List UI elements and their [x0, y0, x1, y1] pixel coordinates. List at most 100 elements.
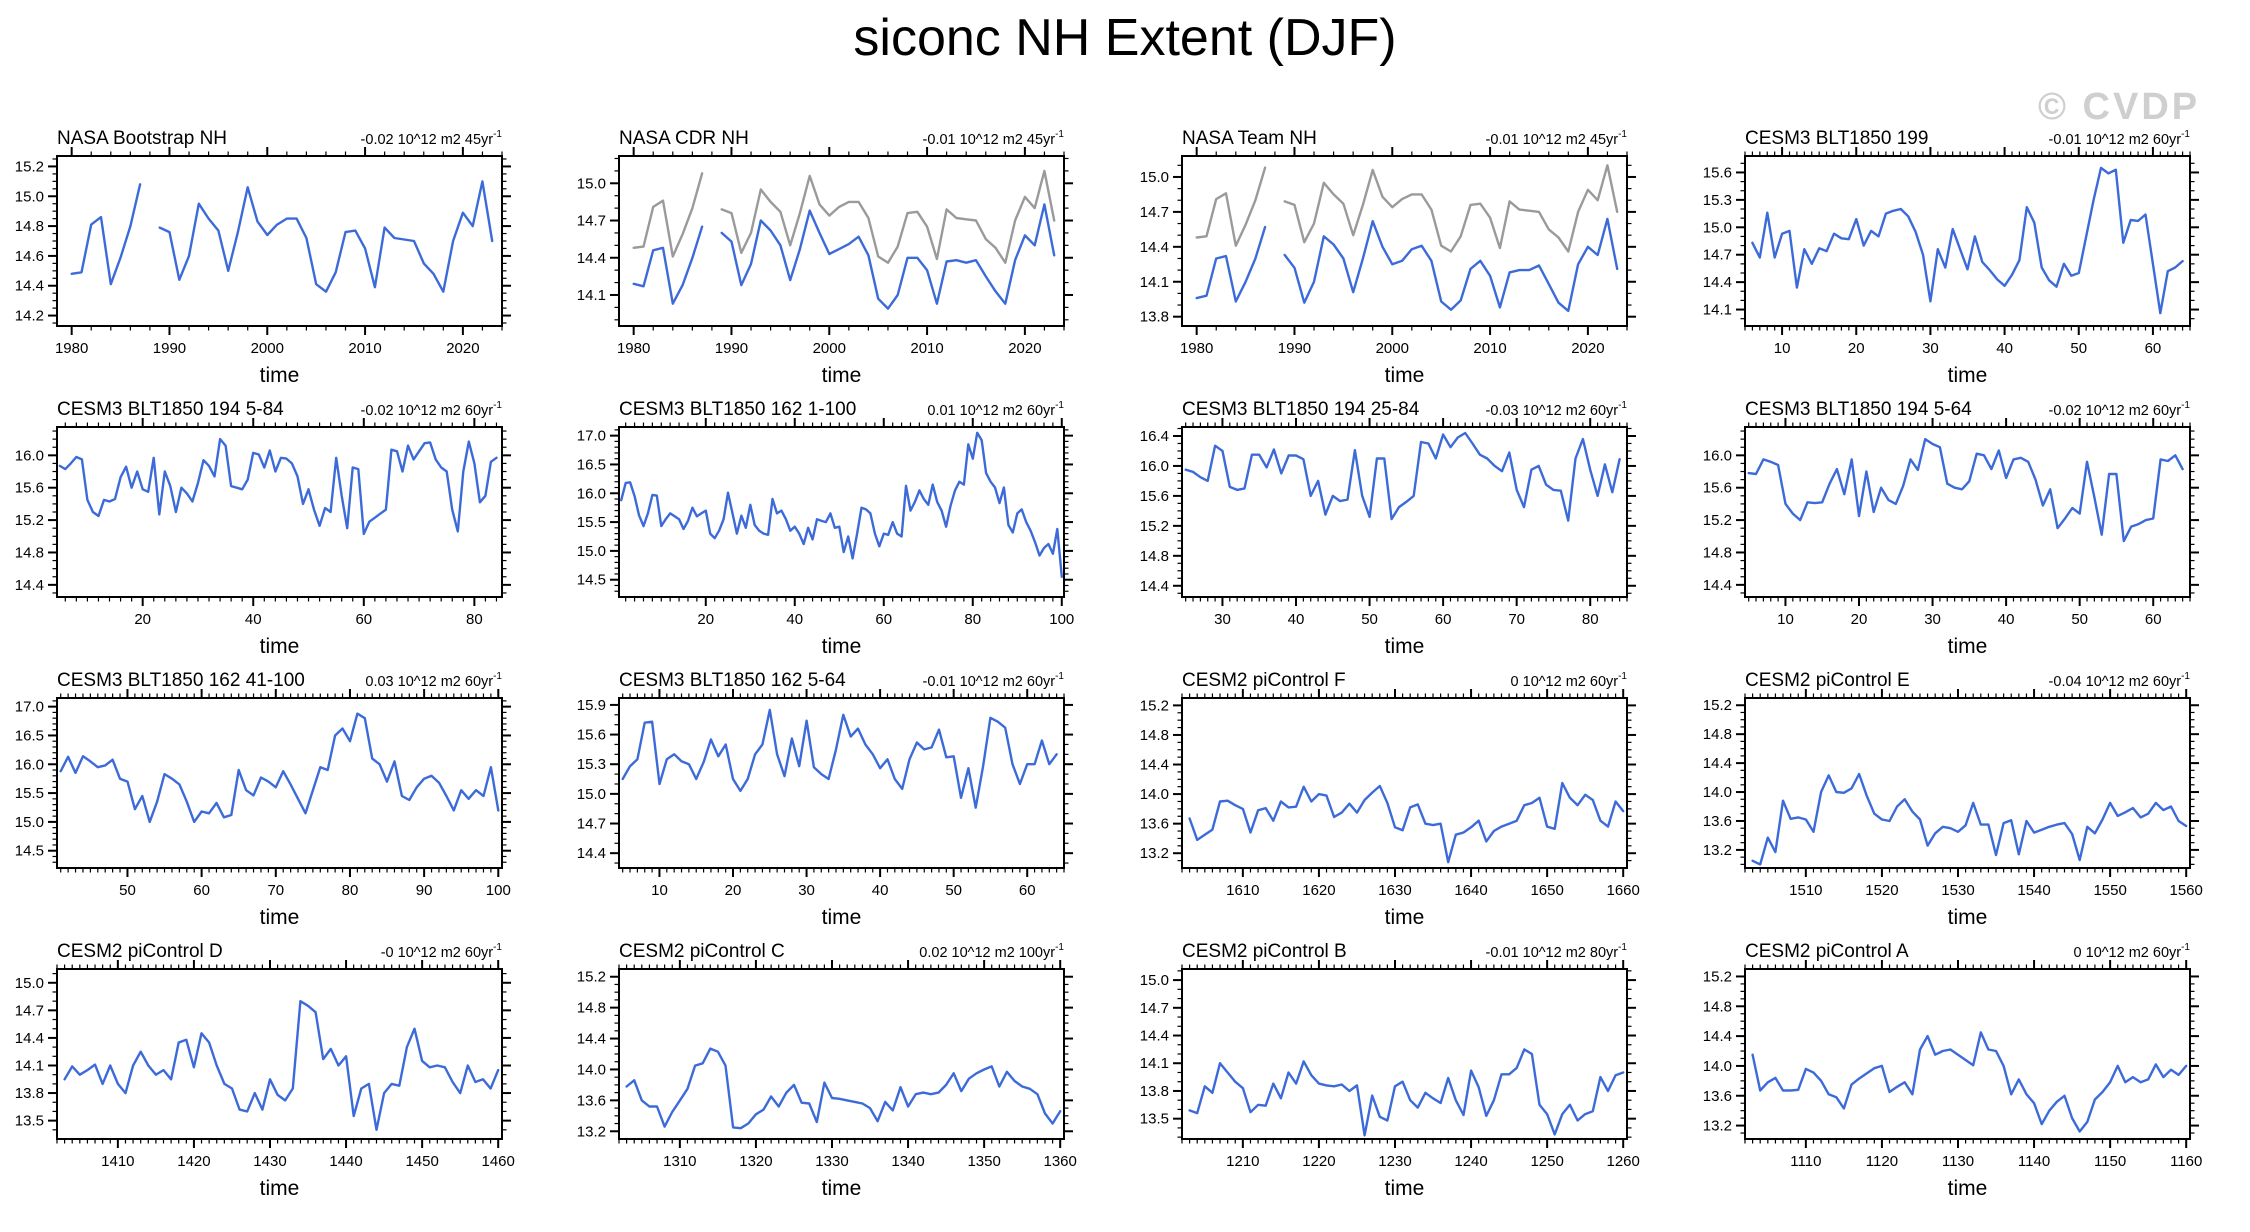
svg-text:30: 30	[1922, 340, 1939, 357]
series-nasa-cdr-nh	[632, 203, 1056, 310]
plot-frame	[56, 155, 503, 327]
svg-text:14.4: 14.4	[1140, 578, 1169, 595]
svg-text:14.8: 14.8	[1140, 548, 1169, 565]
svg-text:1440: 1440	[329, 1153, 362, 1170]
x-axis-label: time	[1385, 906, 1425, 929]
x-axis-label: time	[822, 635, 862, 658]
trend-label: -0.02 10^12 m2 60yr-1	[361, 400, 503, 419]
panel-cesm3-blt1850-162-41-100: CESM3 BLT1850 162 41-100 0.03 10^12 m2 60…	[15, 670, 511, 929]
svg-text:15.3: 15.3	[577, 756, 606, 773]
x-axis-label: time	[1948, 635, 1988, 658]
x-axis-label: time	[822, 1177, 862, 1200]
axis-ticks	[1736, 147, 2199, 335]
svg-text:15.0: 15.0	[15, 814, 44, 831]
svg-text:50: 50	[945, 882, 962, 899]
panel-title: CESM3 BLT1850 199	[1745, 128, 1928, 149]
svg-text:40: 40	[872, 882, 889, 899]
svg-text:1560: 1560	[2170, 882, 2203, 899]
panel-cesm3-blt1850-194-25-84: CESM3 BLT1850 194 25-84 -0.03 10^12 m2 60…	[1140, 399, 1636, 658]
svg-text:1640: 1640	[1454, 882, 1487, 899]
svg-text:14.7: 14.7	[577, 816, 606, 833]
svg-text:16.0: 16.0	[1140, 458, 1169, 475]
svg-text:50: 50	[119, 882, 136, 899]
series-cesm2-picontrol-a	[1751, 1031, 2188, 1133]
page-title: siconc NH Extent (DJF)	[853, 9, 1397, 67]
svg-text:15.0: 15.0	[15, 975, 44, 992]
svg-text:70: 70	[1508, 611, 1525, 628]
svg-text:13.8: 13.8	[1140, 1083, 1169, 1100]
svg-text:1980: 1980	[55, 340, 88, 357]
panel-cesm3-blt1850-162-5-64: CESM3 BLT1850 162 5-64 -0.01 10^12 m2 60y…	[577, 670, 1073, 929]
svg-text:14.7: 14.7	[1703, 247, 1732, 264]
plot-frame	[1744, 697, 2191, 869]
svg-text:14.1: 14.1	[1140, 274, 1169, 291]
svg-text:1230: 1230	[1378, 1153, 1411, 1170]
series-cesm3-blt1850-199	[1751, 166, 2184, 315]
svg-text:40: 40	[1996, 340, 2013, 357]
svg-text:13.5: 13.5	[1140, 1111, 1169, 1128]
trend-label: -0.01 10^12 m2 45yr-1	[1486, 129, 1628, 148]
svg-text:15.0: 15.0	[577, 175, 606, 192]
plot-frame	[56, 968, 503, 1140]
svg-text:13.2: 13.2	[1703, 1118, 1732, 1135]
svg-text:13.2: 13.2	[1140, 845, 1169, 862]
svg-text:30: 30	[1214, 611, 1231, 628]
svg-text:15.6: 15.6	[1703, 480, 1732, 497]
svg-text:15.0: 15.0	[15, 188, 44, 205]
panel-nasa-team-nh: NASA Team NH -0.01 10^12 m2 45yr-1 13.8 14.…	[1140, 128, 1636, 387]
axis-ticks	[610, 960, 1073, 1148]
svg-text:15.0: 15.0	[1140, 972, 1169, 989]
svg-text:14.5: 14.5	[577, 572, 606, 589]
svg-text:14.4: 14.4	[15, 577, 44, 594]
svg-text:20: 20	[134, 611, 151, 628]
svg-text:13.5: 13.5	[15, 1113, 44, 1130]
svg-text:14.4: 14.4	[1703, 274, 1732, 291]
axis-tick-labels: 14.1 14.4 14.7 15.0 1980 1990 2000 2010 2020	[577, 175, 1042, 357]
panel-cesm2-picontrol-d: CESM2 piControl D -0 10^12 m2 60yr-113.51…	[15, 941, 515, 1200]
svg-text:15.2: 15.2	[1140, 518, 1169, 535]
svg-text:50: 50	[1361, 611, 1378, 628]
svg-text:1240: 1240	[1454, 1153, 1487, 1170]
axis-ticks	[610, 418, 1073, 606]
svg-text:15.0: 15.0	[577, 543, 606, 560]
trend-label: 0 10^12 m2 60yr-1	[1511, 671, 1628, 690]
plot-frame	[1181, 155, 1628, 327]
svg-text:40: 40	[1998, 611, 2015, 628]
svg-text:40: 40	[1288, 611, 1305, 628]
svg-text:1330: 1330	[815, 1153, 848, 1170]
svg-text:16.4: 16.4	[1140, 428, 1169, 445]
svg-text:1510: 1510	[1789, 882, 1822, 899]
trend-label: -0.02 10^12 m2 45yr-1	[361, 129, 503, 148]
trend-label: 0.03 10^12 m2 60yr-1	[365, 671, 502, 690]
trend-label: -0.01 10^12 m2 60yr-1	[2049, 129, 2191, 148]
svg-text:13.6: 13.6	[577, 1092, 606, 1109]
svg-text:1430: 1430	[253, 1153, 286, 1170]
svg-text:13.6: 13.6	[1703, 813, 1732, 830]
svg-text:14.8: 14.8	[1703, 998, 1732, 1015]
svg-text:14.4: 14.4	[15, 1030, 44, 1047]
svg-text:1540: 1540	[2017, 882, 2050, 899]
axis-ticks	[1173, 960, 1636, 1148]
svg-text:2010: 2010	[1473, 340, 1506, 357]
svg-text:14.1: 14.1	[1703, 302, 1732, 319]
svg-text:10: 10	[651, 882, 668, 899]
svg-text:2000: 2000	[813, 340, 846, 357]
svg-text:13.6: 13.6	[1703, 1088, 1732, 1105]
x-axis-label: time	[1385, 635, 1425, 658]
svg-text:2000: 2000	[1376, 340, 1409, 357]
svg-text:15.0: 15.0	[1703, 219, 1732, 236]
x-axis-label: time	[1948, 906, 1988, 929]
svg-text:30: 30	[798, 882, 815, 899]
svg-text:1350: 1350	[967, 1153, 1000, 1170]
svg-text:2020: 2020	[446, 340, 479, 357]
svg-text:1220: 1220	[1302, 1153, 1335, 1170]
panel-title: CESM3 BLT1850 194 5-84	[57, 399, 284, 420]
svg-text:90: 90	[416, 882, 433, 899]
panel-title: NASA CDR NH	[619, 128, 749, 149]
svg-text:15.6: 15.6	[15, 480, 44, 497]
series-nasa-bootstrap-nh	[70, 180, 494, 293]
svg-text:16.0: 16.0	[1703, 447, 1732, 464]
axis-tick-labels: 13.2 13.6 14.0 14.4 14.8 15.2 1310 1320 1330 1340…	[577, 969, 1077, 1170]
axis-tick-labels: 14.5 15.0 15.5 16.0 16.5 17.0 50 60 70 80 90 100	[15, 699, 511, 899]
x-axis-label: time	[1385, 364, 1425, 387]
